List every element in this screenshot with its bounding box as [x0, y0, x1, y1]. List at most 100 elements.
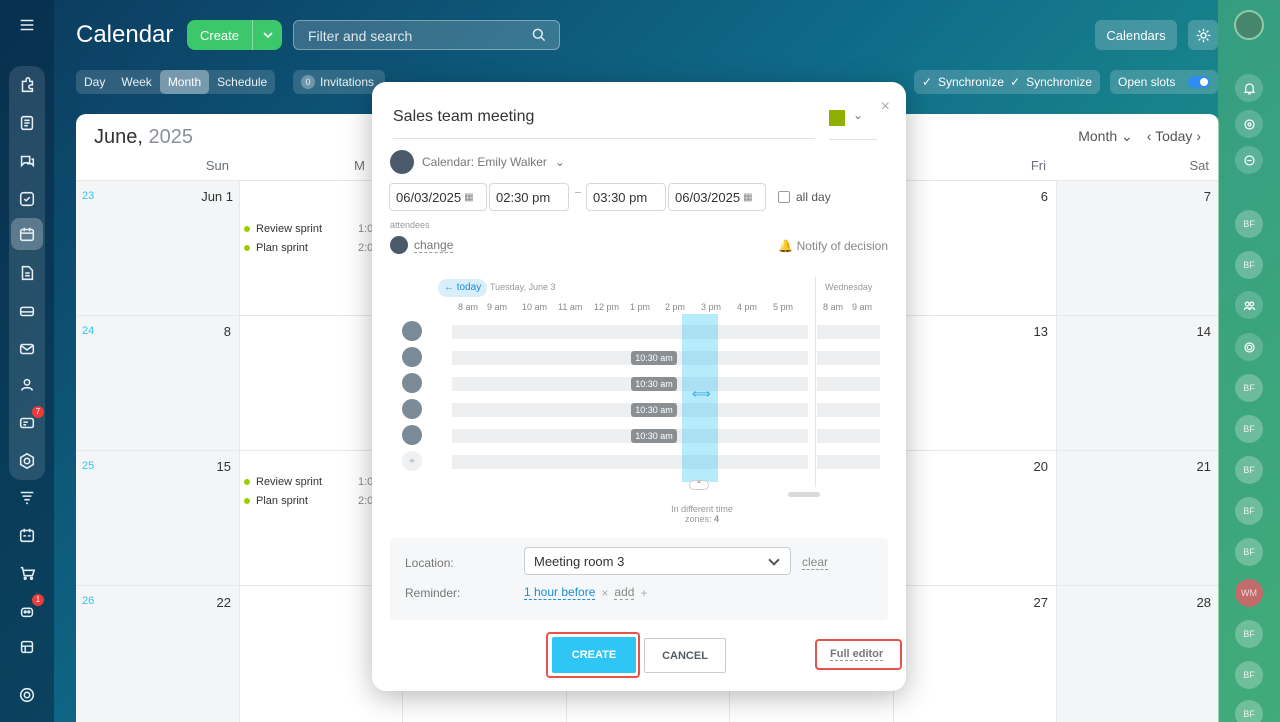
- day-number[interactable]: 13: [1033, 324, 1048, 339]
- avatar[interactable]: BF: [1235, 456, 1263, 484]
- copilot-icon[interactable]: [1235, 333, 1263, 361]
- day-number[interactable]: 21: [1196, 459, 1211, 474]
- day-number[interactable]: 6: [1040, 189, 1048, 204]
- tab-month[interactable]: Month: [159, 70, 210, 94]
- cart-icon[interactable]: [14, 560, 40, 586]
- start-time-input[interactable]: 02:30 pm: [489, 183, 569, 211]
- collapse-icon[interactable]: ⌃: [689, 480, 709, 490]
- pulse-icon[interactable]: [1235, 110, 1263, 138]
- end-date-input[interactable]: 06/03/2025 ▦: [668, 183, 766, 211]
- puzzle-icon[interactable]: [14, 72, 40, 98]
- hexagon-icon[interactable]: [14, 448, 40, 474]
- add-reminder-link[interactable]: add: [614, 585, 635, 600]
- avatar[interactable]: WM: [1235, 579, 1263, 607]
- crm-icon[interactable]: 7: [14, 406, 44, 436]
- calendars-button[interactable]: Calendars: [1095, 20, 1177, 50]
- schedule-icon[interactable]: [14, 522, 40, 548]
- avatar[interactable]: BF: [1235, 251, 1263, 279]
- calendar-icon[interactable]: [11, 218, 43, 250]
- avatar[interactable]: BF: [1235, 620, 1263, 648]
- calendar-selector[interactable]: Calendar: Emily Walker ⌄: [390, 150, 565, 174]
- remove-icon[interactable]: ×: [601, 585, 609, 600]
- invitations-button[interactable]: 0 Invitations: [293, 70, 385, 94]
- full-editor-link[interactable]: Full editor: [830, 648, 884, 661]
- chevron-down-icon[interactable]: [252, 20, 282, 50]
- location-select[interactable]: Meeting room 3: [524, 547, 791, 575]
- scrollbar[interactable]: [788, 492, 820, 497]
- open-slots-toggle[interactable]: Open slots: [1110, 70, 1218, 94]
- day-number[interactable]: 28: [1196, 595, 1211, 610]
- avatar[interactable]: BF: [1235, 538, 1263, 566]
- day-number[interactable]: 27: [1033, 595, 1048, 610]
- timeline-row: [817, 325, 880, 339]
- bell-icon[interactable]: [1235, 74, 1263, 102]
- avatar[interactable]: BF: [1235, 700, 1263, 722]
- today-nav[interactable]: ‹ Today ›: [1146, 128, 1201, 144]
- event-dot: [244, 226, 250, 232]
- color-swatch: [829, 110, 845, 126]
- document-icon[interactable]: [14, 260, 40, 286]
- close-icon[interactable]: ×: [880, 98, 890, 115]
- day-number[interactable]: 8: [223, 324, 231, 339]
- clear-link[interactable]: clear: [802, 555, 829, 570]
- selected-time-range[interactable]: ⟺: [682, 314, 718, 482]
- group-icon[interactable]: [1235, 291, 1263, 319]
- robot-icon[interactable]: 1: [14, 594, 44, 624]
- event-item[interactable]: Review sprint 1:0: [244, 476, 373, 488]
- tab-week[interactable]: Week: [121, 75, 152, 89]
- event-title-input[interactable]: Sales team meeting: [393, 108, 815, 139]
- day-number[interactable]: 7: [1203, 189, 1211, 204]
- change-link[interactable]: change: [414, 237, 454, 253]
- menu-icon[interactable]: [14, 12, 40, 38]
- contacts-icon[interactable]: [14, 372, 40, 398]
- avatar[interactable]: BF: [1235, 210, 1263, 238]
- checkbox-icon[interactable]: [14, 186, 40, 212]
- avatar[interactable]: BF: [1235, 497, 1263, 525]
- day-number[interactable]: 15: [216, 459, 231, 474]
- resize-handle-icon[interactable]: ⟺: [692, 386, 711, 401]
- allday-checkbox[interactable]: all day: [778, 190, 831, 204]
- tab-schedule[interactable]: Schedule: [217, 75, 268, 89]
- avatar[interactable]: BF: [1235, 374, 1263, 402]
- reminder-value[interactable]: 1 hour before: [524, 585, 596, 600]
- day-number[interactable]: 20: [1033, 459, 1048, 474]
- settings-icon[interactable]: [14, 682, 40, 708]
- avatar[interactable]: BF: [1235, 415, 1263, 443]
- search-icon[interactable]: [531, 27, 547, 43]
- chat-icon[interactable]: [14, 148, 40, 174]
- drive-icon[interactable]: [14, 298, 40, 324]
- tab-day[interactable]: Day: [84, 75, 106, 89]
- color-selector[interactable]: ⌄: [829, 108, 877, 140]
- cancel-button[interactable]: CANCEL: [644, 638, 726, 673]
- day-number[interactable]: 14: [1196, 324, 1211, 339]
- event-item[interactable]: Plan sprint 2:0: [244, 242, 373, 254]
- filter-icon[interactable]: [14, 484, 40, 510]
- attendees-label: attendees: [390, 220, 430, 230]
- day-number[interactable]: 22: [216, 595, 231, 610]
- chat-icon[interactable]: [1235, 146, 1263, 174]
- search-input[interactable]: Filter and search: [293, 20, 560, 50]
- store-icon[interactable]: [14, 634, 40, 660]
- today-button[interactable]: ← today: [438, 279, 488, 297]
- hour-label: 1 pm: [630, 302, 651, 312]
- event-item[interactable]: Review sprint 1:0: [244, 223, 373, 235]
- event-time: 2:0: [358, 495, 374, 507]
- plus-icon[interactable]: +: [640, 585, 648, 600]
- create-event-button[interactable]: CREATE: [552, 637, 636, 673]
- availability-timeline: ← today Tuesday, June 3 Wednesday 8 am 9…: [402, 277, 880, 527]
- end-time-input[interactable]: 03:30 pm: [586, 183, 666, 211]
- start-date-input[interactable]: 06/03/2025 ▦: [389, 183, 487, 211]
- mail-icon[interactable]: [14, 336, 40, 362]
- gear-icon[interactable]: [1188, 20, 1218, 50]
- mode-select[interactable]: Month ⌄: [1078, 128, 1133, 144]
- notify-toggle[interactable]: 🔔 Notify of decision: [778, 239, 888, 253]
- checkbox[interactable]: [778, 191, 790, 203]
- tasks-icon[interactable]: [14, 110, 40, 136]
- hour-label: 9 am: [487, 302, 508, 312]
- day-number[interactable]: Jun 1: [201, 189, 233, 204]
- synchronize-button[interactable]: ✓ Synchronize ✓ Synchronize: [914, 70, 1100, 94]
- event-item[interactable]: Plan sprint 2:0: [244, 495, 373, 507]
- create-button[interactable]: Create: [187, 20, 282, 50]
- toggle-switch[interactable]: [1188, 76, 1210, 88]
- avatar[interactable]: BF: [1235, 661, 1263, 689]
